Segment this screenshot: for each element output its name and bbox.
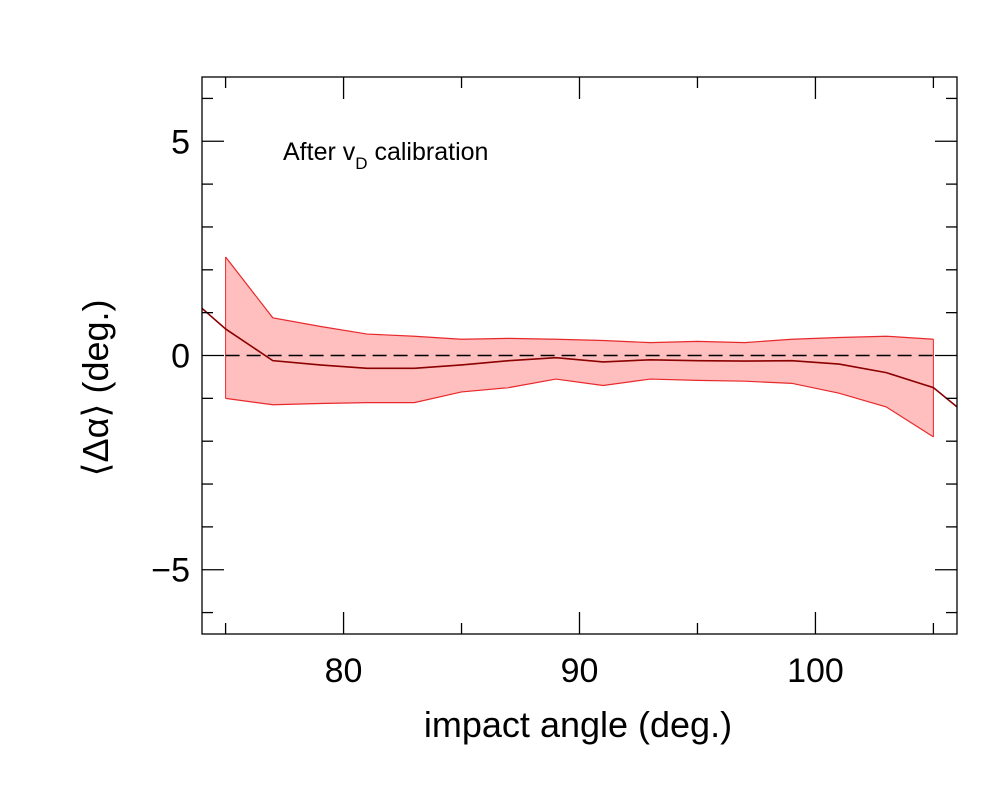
error-band-lower-edge — [225, 378, 934, 438]
series-line-0 — [202, 307, 957, 408]
annotation-subscript: D — [355, 154, 367, 173]
annotation-text-after: calibration — [368, 138, 489, 166]
error-band-fill — [225, 256, 934, 437]
x-tick-label: 100 — [787, 652, 844, 690]
ticks-layer — [202, 77, 957, 634]
error-band-layer — [225, 256, 934, 438]
annotation-label: After vD calibration — [283, 138, 488, 173]
annotation-text: After v — [283, 138, 356, 166]
series-layer — [202, 307, 957, 408]
x-tick-label: 80 — [325, 652, 363, 690]
y-tick-label: 0 — [171, 338, 190, 376]
x-tick-label: 90 — [561, 652, 599, 690]
y-axis-title: ⟨Δα⟩ (deg.) — [75, 300, 116, 477]
y-tick-label: −5 — [151, 552, 190, 590]
tick-labels-layer: 80 90 100 −5 0 5 — [151, 123, 844, 690]
x-axis-title: impact angle (deg.) — [424, 704, 732, 745]
error-band-upper-edge — [225, 256, 934, 344]
y-tick-label: 5 — [171, 123, 190, 161]
